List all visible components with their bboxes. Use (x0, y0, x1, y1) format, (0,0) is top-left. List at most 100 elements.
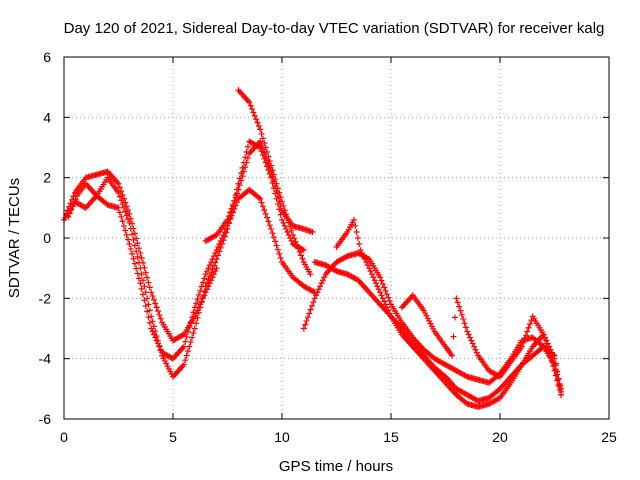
data-point (212, 268, 219, 275)
data-point (208, 277, 215, 284)
data-point (126, 210, 133, 217)
data-point (521, 336, 528, 343)
data-point (253, 116, 260, 123)
data-point (120, 195, 127, 202)
data-point (360, 253, 367, 260)
data-point (148, 289, 155, 296)
data-point (214, 244, 221, 251)
data-point (364, 262, 371, 269)
data-point (450, 333, 457, 340)
axis-ticks (63, 56, 610, 420)
data-point (214, 252, 221, 259)
data-point (258, 130, 265, 137)
data-point (134, 270, 141, 277)
data-point (242, 154, 249, 161)
data-point (138, 254, 145, 261)
data-point (150, 296, 157, 303)
data-point (558, 391, 565, 398)
data-point (277, 254, 284, 261)
data-point (462, 373, 469, 380)
data-point (238, 177, 245, 184)
data-point (273, 242, 280, 249)
grid (64, 57, 609, 419)
data-point (277, 194, 284, 201)
data-point (125, 236, 132, 243)
y-tick-label: 0 (43, 230, 51, 246)
data-point (210, 271, 217, 278)
data-point (146, 284, 153, 291)
data-point (550, 363, 557, 370)
data-point (150, 323, 157, 330)
data-point (179, 332, 186, 339)
data-point (554, 368, 561, 375)
data-point (279, 216, 285, 223)
data-point (377, 274, 384, 281)
data-point (189, 334, 196, 341)
data-point (227, 209, 234, 216)
data-point (318, 280, 325, 287)
data-point (149, 318, 156, 325)
data-point (243, 159, 250, 166)
series-track-9 (398, 292, 565, 398)
data-point (142, 289, 149, 296)
data-point (283, 225, 290, 232)
data-point (465, 331, 472, 338)
data-point (164, 363, 171, 370)
data-point (157, 347, 164, 354)
data-point (307, 306, 314, 313)
data-point (451, 314, 458, 321)
data-point (273, 180, 280, 187)
data-point (382, 301, 389, 308)
y-tick-label: 6 (43, 49, 51, 65)
data-point (206, 273, 213, 280)
data-point (283, 211, 290, 218)
data-point (454, 299, 461, 306)
data-point (125, 207, 132, 214)
data-point (153, 304, 160, 311)
x-tick-label: 20 (492, 429, 508, 445)
data-point (548, 358, 555, 365)
data-point (304, 314, 311, 321)
data-point (269, 230, 276, 237)
data-point (202, 271, 209, 278)
data-point (456, 303, 463, 310)
data-point (206, 262, 213, 269)
data-point (198, 298, 205, 305)
data-point (540, 331, 547, 338)
data-point (130, 225, 137, 232)
data-point (183, 352, 190, 359)
data-point (296, 248, 303, 255)
data-point (378, 292, 385, 299)
x-tick-label: 5 (169, 429, 177, 445)
data-point (140, 259, 147, 266)
data-point (526, 320, 533, 327)
data-point (280, 202, 287, 209)
data-point (310, 288, 317, 295)
data-point (370, 274, 377, 281)
data-point (255, 194, 262, 201)
data-point (141, 283, 148, 290)
data-point (224, 216, 231, 223)
data-point (315, 286, 322, 293)
series-track-5 (235, 87, 314, 278)
data-point (385, 294, 392, 301)
data-point (239, 173, 246, 180)
data-point (309, 228, 316, 235)
data-point (163, 360, 170, 367)
data-point (191, 325, 198, 332)
data-point (313, 292, 320, 299)
data-point (293, 242, 300, 249)
data-point (126, 219, 133, 226)
data-point (364, 255, 371, 262)
data-point (119, 218, 126, 225)
data-point (155, 337, 162, 344)
data-point (554, 377, 561, 384)
data-point (381, 298, 388, 305)
data-point (155, 308, 162, 315)
data-point (424, 315, 431, 322)
x-tick-label: 15 (383, 429, 399, 445)
data-point (186, 343, 193, 350)
data-point (201, 292, 208, 299)
y-tick-label: 4 (43, 109, 51, 125)
